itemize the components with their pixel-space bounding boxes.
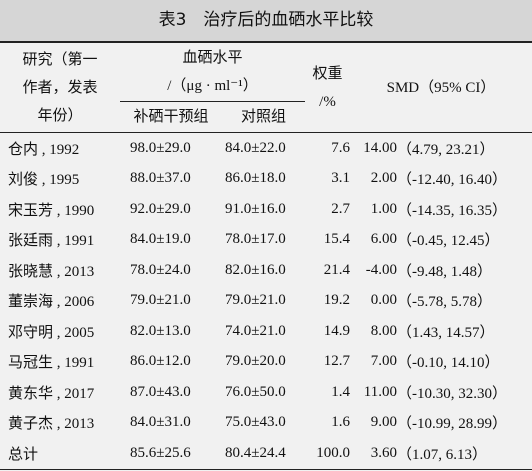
header-control: 对照组: [222, 101, 305, 133]
ci-cell: （1.43, 14.57）: [397, 324, 495, 341]
header-intervention: 补硒干预组: [120, 101, 222, 133]
control-cell: 91.0±16.0: [225, 200, 286, 217]
header-line: 年份）: [37, 107, 83, 124]
study-cell: 仓内 , 1992: [8, 141, 80, 158]
weight-cell: 12.7: [323, 353, 350, 370]
smd-cell: 2.00: [370, 170, 397, 187]
table-row: 董崇海 , 2006 79.0±21.0 79.0±21.0 19.2 0.00 （-5.…: [0, 286, 532, 317]
intervention-cell: 84.0±31.0: [130, 414, 191, 431]
smd-cell: 3.60: [350, 438, 397, 470]
header-level: 血硒水平 /（μg · ml⁻¹）: [120, 43, 305, 102]
weight-cell: 19.2: [323, 292, 350, 309]
header-line: 血硒水平: [182, 50, 243, 66]
study-cell: 黄子杰 , 2013: [8, 416, 95, 433]
study-cell: 宋玉芳 , 1990: [8, 202, 95, 219]
weight-cell: 3.1: [331, 170, 350, 187]
intervention-cell: 78.0±24.0: [130, 261, 191, 278]
study-cell: 董崇海 , 2006: [8, 294, 95, 311]
header-smd: SMD（95% CI）: [350, 43, 532, 133]
header-line: /%: [319, 93, 336, 110]
ci-cell: （-9.48, 1.48）: [397, 263, 492, 280]
intervention-cell: 88.0±37.0: [130, 170, 191, 187]
smd-cell: 1.00: [370, 200, 397, 217]
control-cell: 74.0±21.0: [225, 322, 286, 339]
table-row: 宋玉芳 , 1990 92.0±29.0 91.0±16.0 2.7 1.00 （-14.…: [0, 194, 532, 225]
control-cell: 79.0±20.0: [225, 353, 286, 370]
ci-cell: （1.07, 6.13）: [397, 438, 532, 470]
study-cell: 马冠生 , 1991: [8, 355, 95, 372]
table-row: 邓守明 , 2005 82.0±13.0 74.0±21.0 14.9 8.00 （1.4…: [0, 316, 532, 347]
control-cell: 76.0±50.0: [225, 383, 286, 400]
control-cell: 78.0±17.0: [225, 231, 286, 248]
smd-cell: 0.00: [370, 292, 397, 309]
control-cell: 82.0±16.0: [225, 261, 286, 278]
table-row: 黄东华 , 2017 87.0±43.0 76.0±50.0 1.4 11.00 （-10…: [0, 377, 532, 408]
weight-cell: 2.7: [331, 200, 350, 217]
weight-cell: 15.4: [323, 231, 350, 248]
smd-cell: 14.00: [363, 139, 397, 156]
intervention-cell: 92.0±29.0: [130, 200, 191, 217]
intervention-cell: 98.0±29.0: [130, 139, 191, 156]
ci-cell: （-0.45, 12.45）: [397, 233, 500, 250]
smd-cell: 9.00: [370, 414, 397, 431]
control-cell: 86.0±18.0: [225, 170, 286, 187]
weight-cell: 21.4: [323, 261, 350, 278]
study-cell: 刘俊 , 1995: [8, 172, 80, 189]
control-cell: 84.0±22.0: [225, 139, 286, 156]
data-table: 研究（第一 作者，发表 年份） 血硒水平 /（μg · ml⁻¹） 权重 /% …: [0, 43, 532, 470]
table-row: 仓内 , 1992 98.0±29.0 84.0±22.0 7.6 14.00 （4.79…: [0, 133, 532, 164]
study-cell: 黄东华 , 2017: [8, 385, 95, 402]
table-row: 黄子杰 , 2013 84.0±31.0 75.0±43.0 1.6 9.00 （-10.…: [0, 408, 532, 439]
weight-cell: 7.6: [331, 139, 350, 156]
smd-cell: 6.00: [370, 231, 397, 248]
intervention-cell: 84.0±19.0: [130, 231, 191, 248]
ci-cell: （-10.30, 32.30）: [397, 385, 507, 402]
intervention-cell: 87.0±43.0: [130, 383, 191, 400]
table-row: 张晓慧 , 2013 78.0±24.0 82.0±16.0 21.4 -4.00 （-9…: [0, 255, 532, 286]
control-cell: 79.0±21.0: [225, 292, 286, 309]
ci-cell: （-5.78, 5.78）: [397, 294, 492, 311]
study-cell: 张廷雨 , 1991: [8, 233, 95, 250]
header-line: 权重: [312, 65, 343, 82]
ci-cell: （4.79, 23.21）: [397, 141, 495, 158]
header-study: 研究（第一 作者，发表 年份）: [0, 43, 120, 133]
header-line: 作者，发表: [22, 79, 98, 96]
table-row: 马冠生 , 1991 86.0±12.0 79.0±20.0 12.7 7.00 （-0.…: [0, 347, 532, 378]
study-cell: 张晓慧 , 2013: [8, 263, 95, 280]
header-line: /（μg · ml⁻¹）: [167, 78, 258, 94]
intervention-cell: 85.6±25.6: [120, 438, 222, 470]
ci-cell: （-14.35, 16.35）: [397, 202, 507, 219]
weight-cell: 100.0: [305, 438, 350, 470]
table-row: 张廷雨 , 1991 84.0±19.0 78.0±17.0 15.4 6.00 （-0.…: [0, 225, 532, 256]
intervention-cell: 79.0±21.0: [130, 292, 191, 309]
header-weight: 权重 /%: [305, 43, 350, 133]
weight-cell: 1.6: [331, 414, 350, 431]
table-body: 仓内 , 1992 98.0±29.0 84.0±22.0 7.6 14.00 （4.79…: [0, 133, 532, 470]
header-line: 研究（第一: [22, 51, 98, 68]
control-cell: 75.0±43.0: [225, 414, 286, 431]
table-row: 刘俊 , 1995 88.0±37.0 86.0±18.0 3.1 2.00 （-12.4…: [0, 164, 532, 195]
table-title: 表3 治疗后的血硒水平比较: [0, 0, 532, 43]
smd-cell: -4.00: [365, 261, 397, 278]
intervention-cell: 82.0±13.0: [130, 322, 191, 339]
weight-cell: 1.4: [331, 383, 350, 400]
control-cell: 80.4±24.4: [222, 438, 305, 470]
weight-cell: 14.9: [323, 322, 350, 339]
study-cell: 邓守明 , 2005: [8, 324, 95, 341]
ci-cell: （-10.99, 28.99）: [397, 416, 507, 433]
ci-cell: （-12.40, 16.40）: [397, 172, 507, 189]
table-row: 总计 85.6±25.6 80.4±24.4 100.0 3.60 （1.07, 6.13…: [0, 438, 532, 470]
smd-cell: 8.00: [370, 322, 397, 339]
smd-cell: 11.00: [363, 383, 397, 400]
study-cell: 总计: [0, 438, 120, 470]
intervention-cell: 86.0±12.0: [130, 353, 191, 370]
ci-cell: （-0.10, 14.10）: [397, 355, 500, 372]
smd-cell: 7.00: [370, 353, 397, 370]
